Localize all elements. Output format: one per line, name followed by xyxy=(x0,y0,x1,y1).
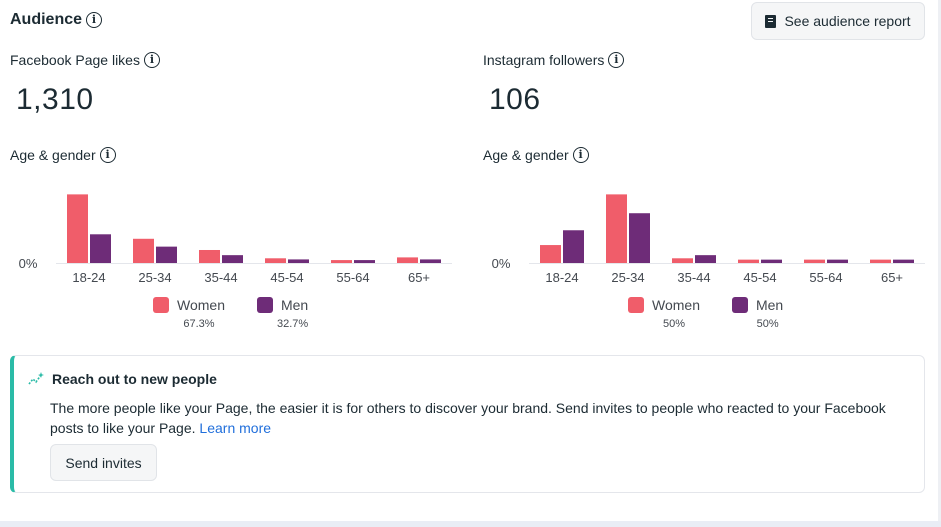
reach-description-text: The more people like your Page, the easi… xyxy=(50,400,886,436)
legend-men: Men 50% xyxy=(731,297,784,330)
x-tick-label: 45-54 xyxy=(743,270,776,285)
x-tick-label: 25-34 xyxy=(611,270,644,285)
men-swatch xyxy=(256,297,273,313)
bar-men-35-44[interactable] xyxy=(222,255,243,263)
age-gender-label-text: Age & gender xyxy=(10,147,96,163)
bar-women-35-44[interactable] xyxy=(672,258,693,263)
bar-men-25-34[interactable] xyxy=(156,246,177,263)
facebook-audience-panel: Facebook Page likes i 1,310 Age & gender… xyxy=(10,0,452,340)
facebook-age-gender-label: Age & gender i xyxy=(10,147,116,163)
x-tick-label: 18-24 xyxy=(545,270,578,285)
x-tick-label: 65+ xyxy=(408,270,430,285)
info-icon[interactable]: i xyxy=(143,52,160,68)
send-invites-button[interactable]: Send invites xyxy=(50,444,157,481)
bar-men-18-24[interactable] xyxy=(90,234,111,263)
women-swatch xyxy=(628,297,644,313)
legend-women-pct: 67.3% xyxy=(183,318,215,330)
bar-men-65+[interactable] xyxy=(420,259,441,263)
reach-out-card: Reach out to new people The more people … xyxy=(10,355,925,493)
bar-men-55-64[interactable] xyxy=(827,259,848,263)
bar-men-18-24[interactable] xyxy=(563,230,584,263)
bar-women-18-24[interactable] xyxy=(540,245,561,263)
bar-women-55-64[interactable] xyxy=(804,259,825,263)
bar-women-65+[interactable] xyxy=(397,257,418,263)
bar-women-35-44[interactable] xyxy=(199,249,220,263)
instagram-age-gender-label: Age & gender i xyxy=(483,147,589,163)
reach-title-text: Reach out to new people xyxy=(52,371,217,387)
bar-men-45-54[interactable] xyxy=(761,259,782,263)
men-swatch xyxy=(731,297,748,313)
bar-men-55-64[interactable] xyxy=(354,260,375,263)
instagram-audience-panel: Instagram followers i 106 Age & gender i… xyxy=(483,0,925,340)
bar-women-55-64[interactable] xyxy=(331,260,352,263)
legend-women-pct: 50% xyxy=(662,318,685,330)
bar-women-25-34[interactable] xyxy=(606,194,627,263)
legend-women: Women 50% xyxy=(628,297,700,330)
audience-header: Audience i xyxy=(10,11,103,29)
instagram-age-gender-chart: 0% 18-24 25-34 35-44 45-54 55-64 65+ xyxy=(492,194,925,285)
x-tick-label: 35-44 xyxy=(677,270,710,285)
facebook-likes-value: 1,310 xyxy=(16,83,94,116)
bar-men-25-34[interactable] xyxy=(629,213,650,263)
age-gender-label-text: Age & gender xyxy=(483,147,569,163)
facebook-likes-label: Facebook Page likes i xyxy=(10,52,160,68)
legend-men-label: Men xyxy=(280,297,309,313)
bar-men-45-54[interactable] xyxy=(288,259,309,263)
facebook-age-gender-chart: 0% 18-24 25-34 35-44 45-54 55-64 65+ xyxy=(19,194,452,285)
y-tick-label: 0% xyxy=(492,256,511,271)
see-audience-report-button[interactable]: See audience report xyxy=(751,2,925,40)
x-tick-label: 45-54 xyxy=(270,270,303,285)
bar-men-35-44[interactable] xyxy=(695,255,716,263)
legend-women-label: Women xyxy=(652,297,700,313)
legend-women: Women 67.3% xyxy=(153,297,225,330)
reach-description: The more people like your Page, the easi… xyxy=(50,398,900,438)
x-tick-label: 65+ xyxy=(881,270,903,285)
x-tick-label: 55-64 xyxy=(809,270,842,285)
instagram-followers-label: Instagram followers i xyxy=(483,52,625,68)
instagram-followers-value: 106 xyxy=(489,83,541,116)
y-tick-label: 0% xyxy=(19,256,38,271)
women-swatch xyxy=(153,297,169,313)
legend-men-pct: 50% xyxy=(756,318,779,330)
bar-men-65+[interactable] xyxy=(893,259,914,263)
bar-women-45-54[interactable] xyxy=(265,258,286,263)
instagram-followers-label-text: Instagram followers xyxy=(483,52,605,68)
bar-women-25-34[interactable] xyxy=(133,238,154,263)
reach-title: Reach out to new people xyxy=(28,371,217,387)
bar-women-18-24[interactable] xyxy=(67,194,88,263)
legend-men: Men 32.7% xyxy=(256,297,309,330)
x-tick-label: 25-34 xyxy=(138,270,171,285)
bar-women-45-54[interactable] xyxy=(738,259,759,263)
info-icon[interactable]: i xyxy=(608,52,625,68)
facebook-legend: Women 67.3% Men 32.7% xyxy=(153,297,308,330)
report-button-label: See audience report xyxy=(784,13,911,29)
report-book-icon xyxy=(765,14,777,28)
legend-women-label: Women xyxy=(177,297,225,313)
info-icon[interactable]: i xyxy=(99,147,116,163)
legend-men-pct: 32.7% xyxy=(277,318,309,330)
facebook-likes-label-text: Facebook Page likes xyxy=(10,52,140,68)
legend-men-label: Men xyxy=(755,297,784,313)
page-title: Audience xyxy=(10,11,83,28)
learn-more-link[interactable]: Learn more xyxy=(199,420,272,436)
x-tick-label: 35-44 xyxy=(204,270,237,285)
bar-women-65+[interactable] xyxy=(870,259,891,263)
info-icon[interactable]: i xyxy=(572,147,589,163)
instagram-legend: Women 50% Men 50% xyxy=(628,297,783,330)
trend-sparkle-icon xyxy=(28,372,44,385)
scroll-edge xyxy=(938,0,941,521)
x-tick-label: 55-64 xyxy=(336,270,369,285)
bottom-divider xyxy=(0,521,941,527)
x-tick-label: 18-24 xyxy=(72,270,105,285)
info-icon[interactable]: i xyxy=(86,12,103,28)
